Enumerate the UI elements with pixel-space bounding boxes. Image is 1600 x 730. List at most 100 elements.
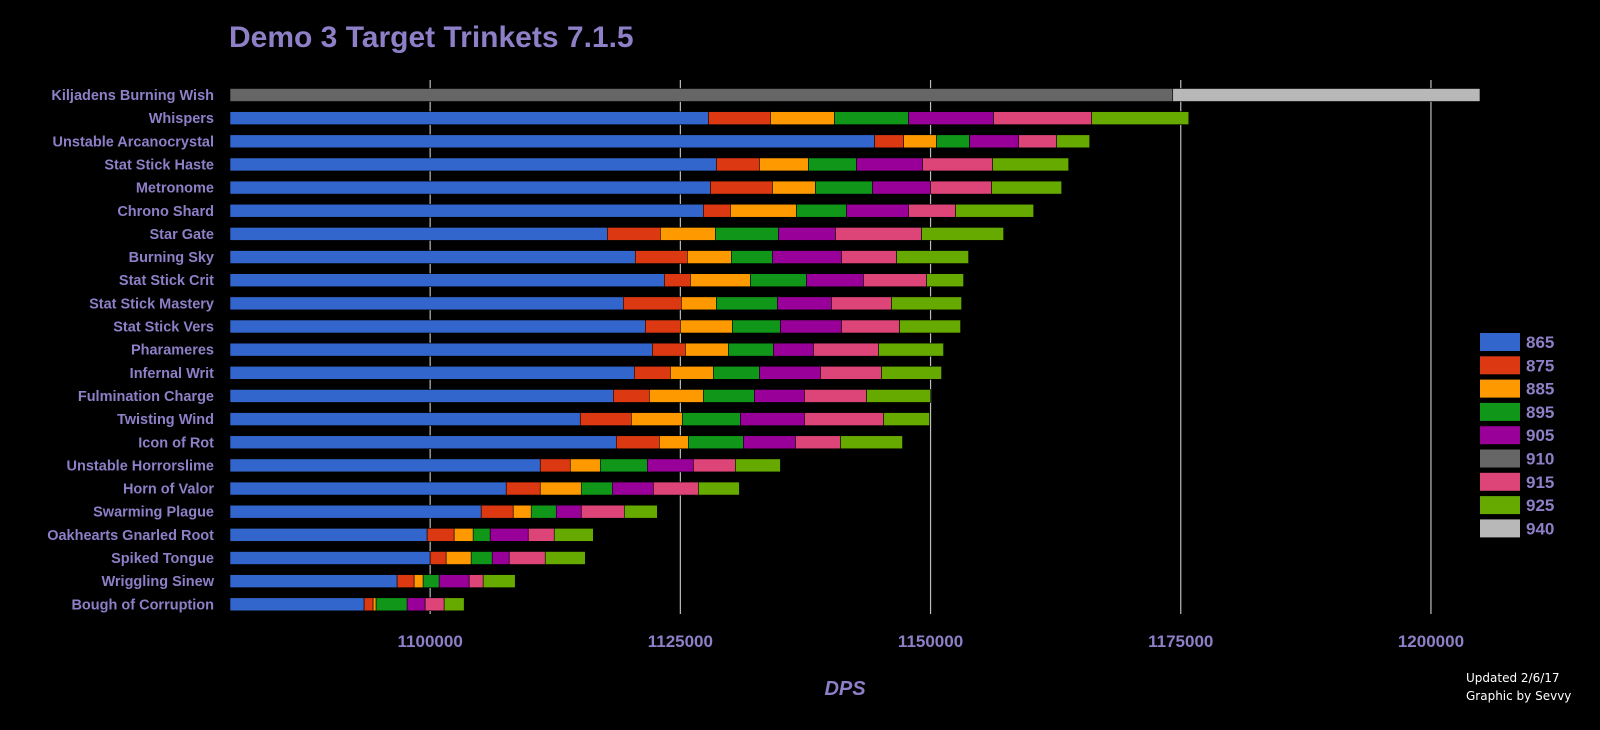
category-label: Unstable Arcanocrystal [53, 134, 214, 150]
category-label: Spiked Tongue [111, 551, 214, 567]
bar-segment-905 [806, 273, 864, 288]
category-label: Bough of Corruption [71, 597, 214, 613]
bar-segment-865 [229, 458, 541, 473]
category-label: Infernal Writ [130, 366, 214, 382]
x-tick-label: 1175000 [1148, 632, 1213, 651]
legend-item: 875 [1480, 356, 1554, 375]
bar-segment-905 [872, 180, 931, 195]
bar-segment-925 [866, 389, 931, 403]
bar-segment-885 [660, 227, 716, 241]
bar-segment-885 [649, 389, 704, 403]
bar-segment-895 [713, 365, 760, 380]
bar-segment-915 [795, 435, 841, 450]
chart-title: Demo 3 Target Trinkets 7.1.5 [229, 21, 634, 54]
bar-segment-925 [553, 528, 594, 542]
bar-segment-895 [750, 273, 807, 288]
bar-segment-905 [846, 203, 909, 218]
legend-swatch [1480, 519, 1520, 538]
bar-segment-885 [681, 296, 717, 311]
bar-segment-905 [743, 435, 796, 450]
legend-label: 940 [1526, 519, 1554, 538]
legend-swatch [1480, 449, 1520, 468]
category-label: Pharameres [131, 343, 214, 359]
x-axis-title: DPS [824, 678, 866, 700]
bar-segment-905 [740, 412, 805, 426]
footer: Updated 2/6/17 Graphic by Sevvy [1466, 669, 1571, 705]
bar-segment-905 [555, 504, 582, 519]
bar-segment-925 [992, 157, 1069, 172]
bar-segment-925 [1091, 111, 1190, 125]
bar-segment-865 [229, 412, 581, 426]
bar-segment-865 [229, 365, 635, 380]
bar-row [229, 597, 465, 612]
legend-swatch [1480, 496, 1520, 515]
bar-segment-885 [539, 481, 582, 496]
bar-segment-865 [229, 319, 646, 334]
bar-segment-915 [508, 551, 546, 565]
bar-segment-865 [229, 157, 717, 172]
bar-segment-925 [624, 504, 658, 519]
bar-segment-875 [708, 111, 771, 125]
bar-segment-865 [229, 227, 608, 241]
bar-segment-895 [731, 250, 773, 264]
bar-segment-875 [703, 203, 731, 218]
bar-segment-875 [505, 481, 541, 496]
legend-swatch [1480, 426, 1520, 445]
category-label: Oakhearts Gnarled Root [47, 528, 214, 544]
bar-segment-905 [754, 389, 805, 403]
legend-swatch [1480, 472, 1520, 491]
bar-segment-915 [908, 203, 956, 218]
bar-segment-895 [716, 296, 778, 311]
category-label: Chrono Shard [117, 204, 214, 220]
bar-segment-895 [688, 435, 744, 450]
bar-segment-895 [715, 227, 779, 241]
bar-segment-915 [1018, 134, 1057, 149]
bar-segment-925 [921, 227, 1004, 241]
bar-segment-925 [735, 458, 781, 473]
legend-item: 910 [1480, 449, 1554, 469]
category-label: Unstable Horrorslime [67, 458, 214, 474]
bar-row [229, 574, 516, 588]
bar-segment-875 [634, 365, 671, 380]
category-label: Twisting Wind [117, 412, 214, 428]
bar-segment-865 [229, 111, 709, 125]
bar-segment-895 [834, 111, 909, 125]
legend-label: 895 [1526, 403, 1554, 422]
bar-segment-895 [732, 319, 781, 334]
bar-row [229, 435, 903, 450]
bar-segment-925 [926, 273, 964, 288]
bar-segment-875 [716, 157, 760, 172]
bar-segment-915 [813, 342, 879, 357]
bar-segment-915 [527, 528, 555, 542]
bar-segment-915 [580, 504, 625, 519]
bar-segment-885 [685, 342, 729, 357]
bar-segment-875 [539, 458, 571, 473]
bar-segment-885 [670, 365, 714, 380]
bar-segment-885 [445, 551, 472, 565]
legend-swatch [1480, 402, 1520, 421]
bar-row [229, 319, 961, 334]
bar-segment-885 [759, 157, 809, 172]
bar-segment-925 [840, 435, 903, 450]
legend-label: 915 [1526, 473, 1554, 492]
bar-segment-885 [903, 134, 937, 149]
bar-segment-875 [874, 134, 904, 149]
bar-segment-875 [613, 389, 650, 403]
x-tick-label: 1125000 [648, 632, 713, 651]
category-label: Stat Stick Crit [119, 273, 214, 289]
bar-segment-885 [772, 180, 816, 195]
bar-segment-865 [229, 389, 614, 403]
x-tick-label: 1200000 [1398, 632, 1464, 651]
bar-segment-915 [863, 273, 927, 288]
bar-segment-875 [645, 319, 681, 334]
legend-label: 905 [1526, 426, 1554, 445]
credit-note: Graphic by Sevvy [1466, 689, 1572, 703]
bar-segment-875 [606, 227, 661, 241]
bar-segment-875 [710, 180, 773, 195]
bar-segment-895 [808, 157, 857, 172]
legend-item: 885 [1480, 379, 1554, 399]
bar-segment-865 [229, 273, 665, 288]
bar-segment-895 [936, 134, 970, 149]
bar-segment-915 [653, 481, 699, 496]
